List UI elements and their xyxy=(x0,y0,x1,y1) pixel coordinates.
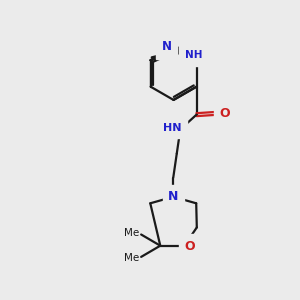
Text: N: N xyxy=(162,40,172,53)
Text: HN: HN xyxy=(163,123,181,133)
Text: Me: Me xyxy=(124,253,139,263)
Text: NH: NH xyxy=(184,50,202,60)
Text: Me: Me xyxy=(124,228,139,238)
Text: N: N xyxy=(168,190,178,203)
Text: O: O xyxy=(184,240,195,253)
Text: O: O xyxy=(220,107,230,120)
